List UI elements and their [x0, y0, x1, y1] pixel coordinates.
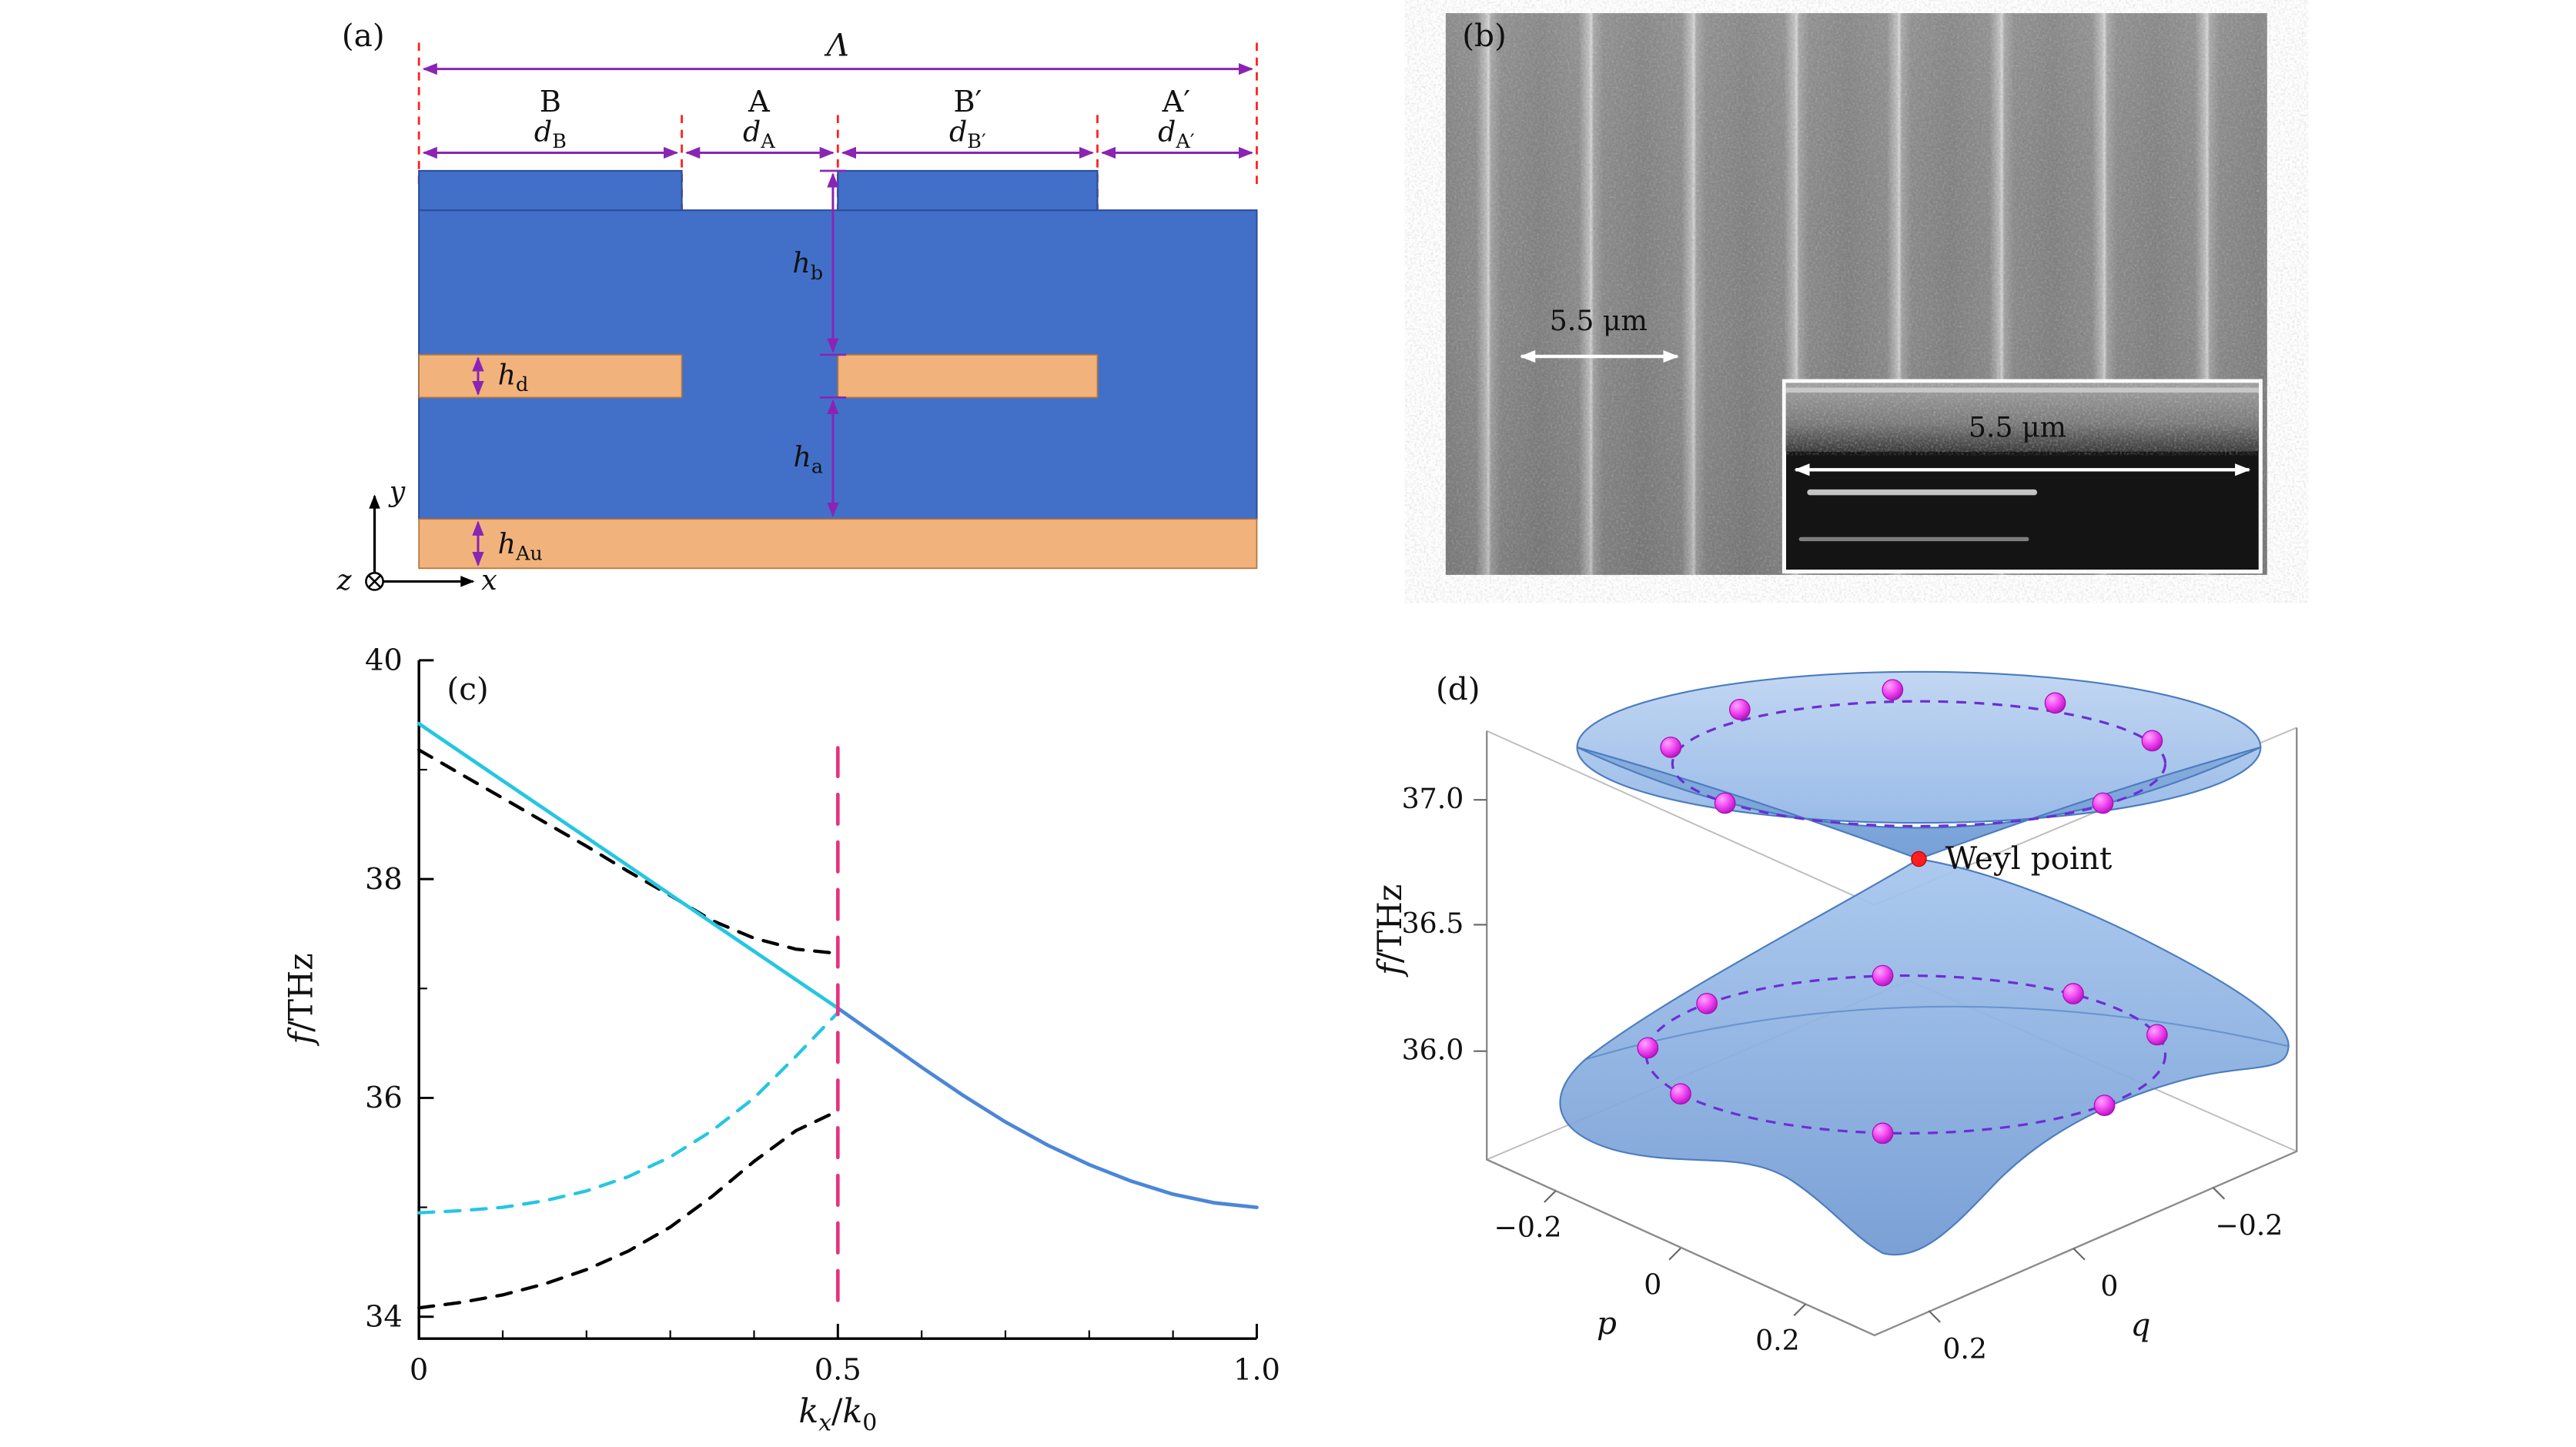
lower-band-back-rim	[1584, 1005, 2289, 1061]
q-tick-label-2: 0	[2100, 1270, 2118, 1303]
weyl-ring-point	[1637, 1037, 1659, 1059]
panel-d: (d) 37.0 36.5 36.0 f/THz −0.2 0 0.2 p 0.…	[1371, 670, 2298, 1365]
surface-mode-cyan-dashed	[417, 1011, 840, 1215]
weyl-ring-point	[1670, 1083, 1691, 1105]
c-x-tick-label: 0	[410, 1353, 428, 1388]
inset-scalebar-label: 5.5 μm	[1969, 411, 2066, 444]
weyl-point-label: Weyl point	[1945, 840, 2113, 877]
buried-layer-B	[418, 354, 683, 399]
c-y-axis-label: f/THz	[282, 953, 320, 1046]
ridge-B	[418, 169, 683, 212]
q-axis-label: q	[2131, 1306, 2151, 1343]
x-axis-label: x	[481, 563, 497, 597]
d-f-axis-label: f/THz	[1371, 884, 1410, 977]
inset-bright-edge	[1785, 387, 2260, 393]
weyl-ring-point	[2093, 1094, 2116, 1117]
weyl-ring-point	[2062, 983, 2084, 1004]
c-x-tick-label: 1.0	[1233, 1353, 1280, 1388]
inset-layer-streak-2	[1798, 536, 2029, 542]
weyl-ring-point	[2092, 792, 2114, 814]
gold-substrate-layer	[418, 518, 1258, 570]
z-cross-2	[368, 575, 381, 588]
band-edge-lower-dashed	[417, 1109, 840, 1310]
q-tick-1	[1928, 1310, 1941, 1323]
p-tick-3	[1793, 1303, 1806, 1317]
inset-layer-streak-1	[1807, 489, 2038, 496]
width-label-dB: dB	[534, 115, 567, 154]
panel-a: (a) Λ B A B′ A′ dB dA dB′ dA′	[336, 17, 1258, 597]
weyl-ring-point	[2141, 730, 2163, 752]
panel-d-label: (d)	[1436, 670, 1480, 707]
weyl-ring-point	[1872, 1122, 1894, 1145]
q-tick-label-3: −0.2	[2215, 1209, 2283, 1242]
period-label: Λ	[824, 27, 849, 64]
width-label-dB2: dB′	[949, 115, 986, 154]
panel-a-label: (a)	[342, 17, 385, 54]
p-tick-label-1: −0.2	[1494, 1211, 1562, 1244]
band-edge-upper-dashed	[417, 748, 840, 955]
sem-inset-content	[1785, 383, 2260, 542]
panel-c: 0 0.5 1.0 34 36 38 40 (c) f/THz kx/k0	[282, 643, 1280, 1437]
sem-scalebar-label: 5.5 μm	[1550, 304, 1648, 337]
weyl-ring-point	[2146, 1024, 2168, 1046]
weyl-point-marker	[1911, 850, 1927, 867]
p-tick-label-2: 0	[1644, 1268, 1661, 1302]
buried-layer-B2	[837, 354, 1099, 399]
p-axis-label: p	[1597, 1305, 1617, 1342]
hau-label: hAu	[498, 527, 543, 566]
region-label-A2: A′	[1162, 85, 1190, 119]
inset-noise	[1785, 383, 2260, 452]
surface-mode-blue-solid	[835, 1006, 1259, 1210]
weyl-ring-upper	[1671, 700, 2167, 827]
width-label-dA2: dA′	[1158, 115, 1195, 154]
weyl-ring-point	[2044, 692, 2066, 714]
box-front-edges	[1486, 727, 2298, 1337]
weyl-ring-point	[1728, 698, 1751, 720]
region-label-B2: B′	[953, 85, 982, 119]
lower-band-surface	[1559, 857, 2290, 1256]
region-label-A: A	[748, 85, 771, 119]
p-tick-2	[1668, 1248, 1681, 1261]
f-tick-label-365: 36.5	[1402, 907, 1464, 940]
z-axis-label: z	[336, 563, 353, 597]
region-label-B: B	[540, 85, 561, 119]
f-tick-label-37: 37.0	[1402, 782, 1464, 815]
surface-mode-cyan-solid	[417, 721, 840, 1011]
y-axis-label: y	[388, 475, 406, 508]
p-tick-label-3: 0.2	[1755, 1324, 1800, 1357]
axis-ticks: 0 0.5 1.0 34 36 38 40	[365, 643, 1280, 1388]
f-tick-label-36: 36.0	[1402, 1033, 1464, 1066]
weyl-ring-point	[1660, 737, 1682, 758]
c-y-tick-label: 40	[365, 643, 403, 678]
c-x-axis-label: kx/k0	[798, 1392, 877, 1437]
plot-series	[417, 721, 1259, 1310]
panel-b: (b) 5.5 μm 5.5 μm	[1445, 13, 2267, 575]
ridge-B2	[837, 169, 1099, 212]
c-x-tick-label: 0.5	[815, 1353, 861, 1388]
weyl-ring-point	[1714, 792, 1736, 814]
weyl-ring-point	[1696, 992, 1718, 1014]
c-y-tick-label: 36	[365, 1081, 403, 1115]
width-label-dA: dA	[743, 115, 775, 154]
c-y-tick-label: 38	[365, 862, 403, 897]
c-y-tick-label: 34	[365, 1300, 403, 1335]
weyl-ring-point	[1872, 964, 1894, 987]
q-tick-label-1: 0.2	[1942, 1332, 1987, 1365]
weyl-ring-points	[1637, 679, 2168, 1145]
ha-label: ha	[793, 440, 823, 479]
q-tick-3	[2212, 1187, 2226, 1200]
hd-label: hd	[498, 358, 529, 396]
weyl-ring-point	[1882, 679, 1904, 701]
hb-label: hb	[792, 246, 823, 285]
q-tick-2	[2073, 1248, 2086, 1261]
panel-b-label: (b)	[1462, 17, 1507, 54]
panel-c-label: (c)	[447, 670, 488, 707]
p-tick-1	[1544, 1190, 1557, 1203]
